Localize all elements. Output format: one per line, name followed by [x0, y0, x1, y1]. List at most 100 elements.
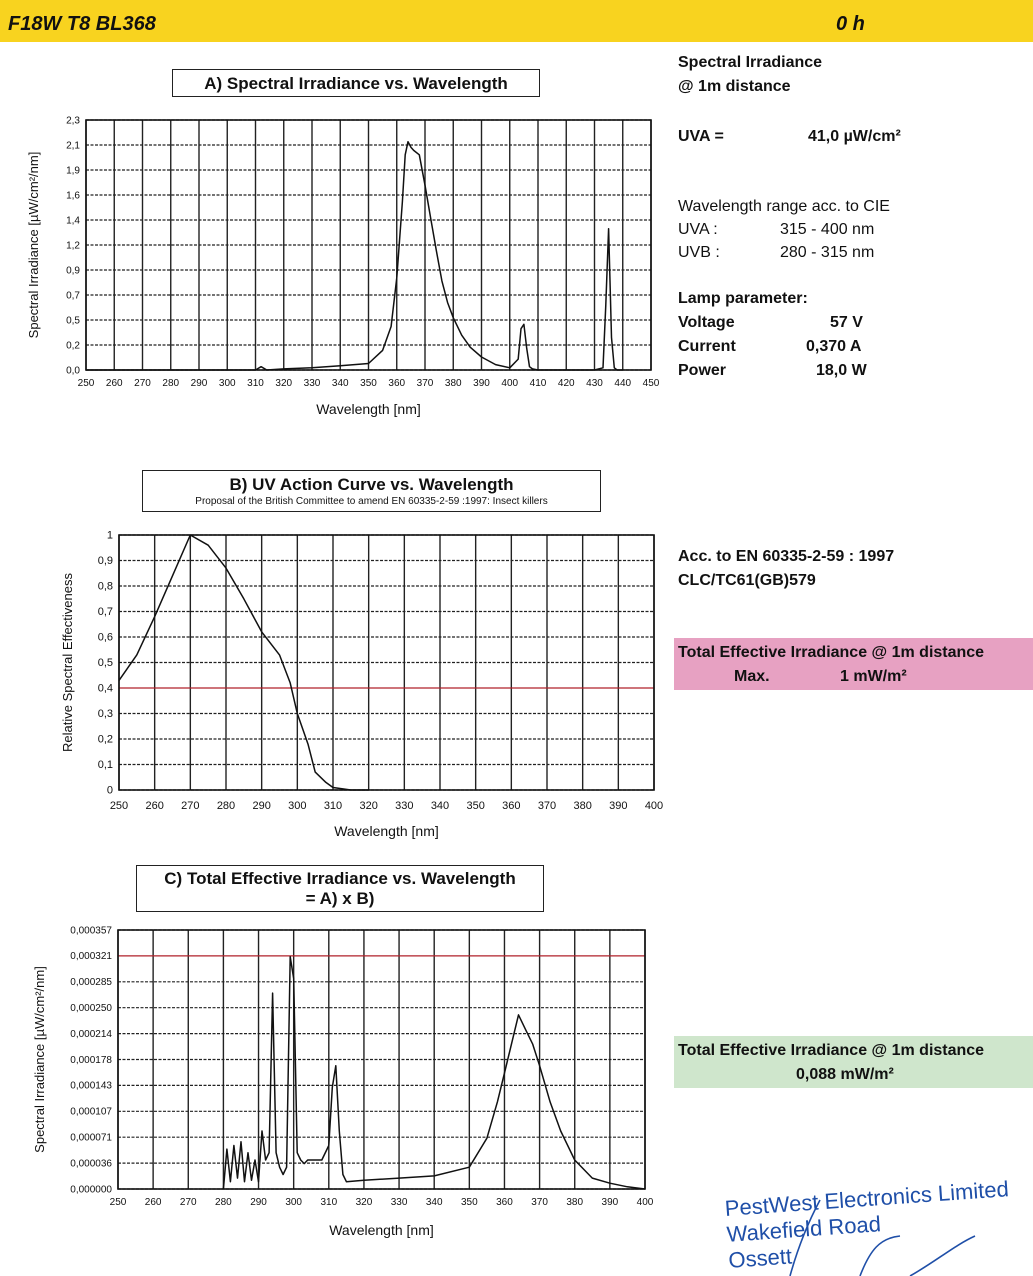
chart-a-x-tick-label: 370: [417, 378, 434, 389]
lamp-model: F18W T8 BL368: [8, 13, 156, 35]
max-title: Total Effective Irradiance @ 1m distance: [678, 644, 985, 661]
chart-c-x-tick-label: 390: [602, 1197, 619, 1208]
chart-a-y-tick-label: 0,2: [66, 340, 80, 351]
chart-a-y-tick-label: 2,3: [66, 115, 80, 126]
chart-c-y-tick-label: 0,000071: [70, 1133, 112, 1144]
chart-a-y-axis-label: Spectral Irradiance [µW/cm²/nm]: [26, 152, 41, 339]
chart-b-series-line: [118, 534, 369, 791]
chart-b-x-tick-label: 390: [609, 800, 627, 812]
chart-a-y-tick-label: 0,7: [66, 290, 80, 301]
chart-a-x-tick-label: 250: [78, 378, 95, 389]
chart-c-x-tick-label: 270: [180, 1197, 197, 1208]
chart-c-series-line: [222, 956, 646, 1190]
chart-a-x-tick-label: 330: [304, 378, 321, 389]
chart-b-y-tick-label: 1: [107, 530, 113, 542]
chart-b-x-tick-label: 250: [110, 800, 128, 812]
chart-a-x-tick-label: 320: [275, 378, 292, 389]
chart-a-x-tick-label: 270: [134, 378, 151, 389]
chart-a-x-tick-label: 430: [586, 378, 603, 389]
total-irradiance-band: Total Effective Irradiance @ 1m distance…: [674, 1036, 1033, 1088]
spectral-distance: @ 1m distance: [678, 78, 791, 95]
max-label: Max.: [734, 668, 770, 685]
standard-line2: CLC/TC61(GB)579: [678, 572, 816, 589]
voltage-label: Voltage: [678, 314, 735, 331]
chart-b-y-tick-label: 0,6: [98, 632, 113, 644]
chart-a-y-tick-label: 1,6: [66, 190, 80, 201]
chart-c-y-tick-label: 0,000250: [70, 1003, 112, 1014]
chart-c-y-axis-label: Spectral Irradiance [µW/cm²/nm]: [32, 966, 47, 1153]
chart-c-x-tick-label: 300: [285, 1197, 302, 1208]
spectral-title: Spectral Irradiance: [678, 54, 823, 71]
burn-hours: 0 h: [836, 13, 865, 35]
chart-c: 250 260 270 280 290 300 310 320 330 340 350 360 370 3…: [32, 925, 654, 1238]
chart-a-title: A) Spectral Irradiance vs. Wavelength: [204, 74, 508, 93]
chart-a-x-tick-label: 420: [558, 378, 575, 389]
chart-c-title: C) Total Effective Irradiance vs. Wavele…: [164, 869, 516, 888]
chart-a-x-tick-label: 310: [247, 378, 264, 389]
chart-a-y-tick-label: 0,9: [66, 265, 80, 276]
chart-a-x-tick-label: 300: [219, 378, 236, 389]
chart-a-x-tick-label: 260: [106, 378, 123, 389]
chart-a-x-tick-label: 360: [388, 378, 405, 389]
chart-b-x-tick-label: 260: [145, 800, 163, 812]
chart-b-y-tick-label: 0,8: [98, 581, 113, 593]
chart-a: 250 260 270 280 290 300 310 320 330 340 350 360 370 3…: [26, 115, 660, 417]
chart-a-x-tick-label: 400: [501, 378, 518, 389]
chart-c-y-tick-label: 0,000143: [70, 1081, 112, 1092]
chart-a-y-tick-label: 0,0: [66, 365, 80, 376]
chart-c-x-tick-label: 320: [356, 1197, 373, 1208]
chart-b-title: B) UV Action Curve vs. Wavelength: [229, 475, 514, 494]
chart-c-x-tick-label: 400: [637, 1197, 654, 1208]
chart-a-y-tick-label: 1,2: [66, 240, 80, 251]
range-title: Wavelength range acc. to CIE: [678, 198, 890, 215]
chart-a-x-tick-label: 350: [360, 378, 377, 389]
chart-b-x-tick-label: 280: [217, 800, 235, 812]
uva-range: 315 - 400 nm: [780, 221, 875, 238]
current-label: Current: [678, 338, 736, 355]
chart-c-x-axis-label: Wavelength [nm]: [329, 1222, 434, 1238]
chart-c-x-tick-label: 360: [496, 1197, 513, 1208]
chart-a-x-tick-label: 410: [530, 378, 547, 389]
chart-a-x-tick-label: 290: [191, 378, 208, 389]
chart-a-x-tick-label: 390: [473, 378, 490, 389]
chart-a-x-tick-label: 450: [643, 378, 660, 389]
chart-c-x-tick-label: 310: [320, 1197, 337, 1208]
chart-c-x-tick-label: 260: [145, 1197, 162, 1208]
chart-b-y-tick-label: 0,2: [98, 734, 113, 746]
chart-c-y-tick-label: 0,000000: [70, 1184, 112, 1195]
chart-a-x-tick-label: 440: [614, 378, 631, 389]
chart-b-x-tick-label: 370: [538, 800, 556, 812]
chart-b-subtitle: Proposal of the British Committee to ame…: [195, 496, 548, 507]
chart-c-y-tick-label: 0,000178: [70, 1055, 112, 1066]
chart-c-y-tick-label: 0,000036: [70, 1158, 112, 1169]
chart-c-subtitle: = A) x B): [305, 889, 375, 908]
total-value: 0,088 mW/m²: [796, 1066, 894, 1083]
chart-a-x-axis-label: Wavelength [nm]: [316, 401, 421, 417]
chart-b-x-tick-label: 300: [288, 800, 306, 812]
chart-b-x-tick-label: 270: [181, 800, 199, 812]
chart-b-x-axis-label: Wavelength [nm]: [334, 823, 439, 839]
chart-a-x-tick-label: 280: [162, 378, 179, 389]
header-bar: F18W T8 BL368 0 h: [0, 0, 1033, 42]
chart-b-x-tick-label: 330: [395, 800, 413, 812]
uvb-range: 280 - 315 nm: [780, 244, 875, 261]
chart-b-frame: [118, 534, 655, 791]
chart-a-y-tick-label: 0,5: [66, 315, 80, 326]
chart-a-title-box: A) Spectral Irradiance vs. Wavelength: [172, 69, 540, 97]
chart-c-x-tick-label: 350: [461, 1197, 478, 1208]
chart-b-y-axis-label: Relative Spectral Effectiveness: [60, 573, 75, 752]
chart-a-y-tick-label: 1,9: [66, 165, 80, 176]
chart-c-y-tick-label: 0,000357: [70, 925, 112, 936]
chart-b-x-tick-label: 310: [324, 800, 342, 812]
lamp-param-title: Lamp parameter:: [678, 290, 808, 307]
uva-value: 41,0 µW/cm²: [808, 128, 901, 145]
chart-b-y-tick-label: 0,5: [98, 657, 113, 669]
chart-c-x-tick-label: 330: [391, 1197, 408, 1208]
standard-line1: Acc. to EN 60335-2-59 : 1997: [678, 548, 895, 565]
max-irradiance-band: Total Effective Irradiance @ 1m distance…: [674, 638, 1033, 690]
chart-b-x-tick-label: 290: [252, 800, 270, 812]
chart-c-x-tick-label: 280: [215, 1197, 232, 1208]
chart-c-frame: [117, 929, 646, 1190]
chart-b-x-tick-label: 400: [645, 800, 663, 812]
chart-a-frame: [85, 119, 652, 371]
